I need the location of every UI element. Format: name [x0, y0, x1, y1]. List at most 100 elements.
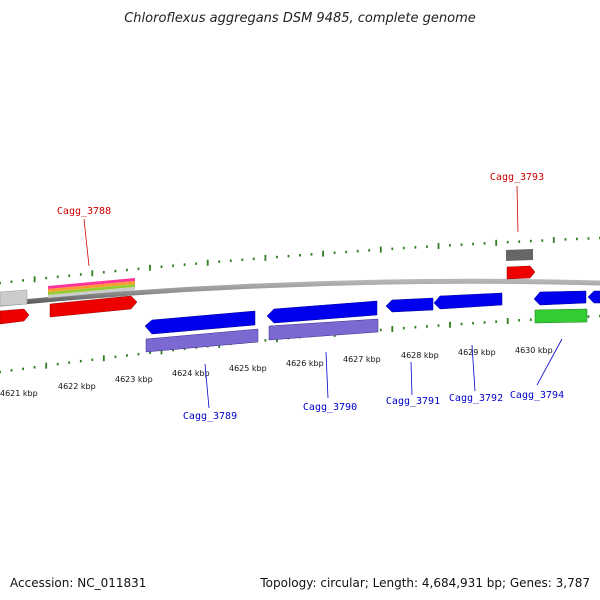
minor-tick [426, 245, 428, 248]
minor-tick [91, 358, 94, 361]
minor-tick [506, 240, 509, 244]
minor-tick [310, 253, 313, 256]
minor-tick [345, 250, 348, 254]
genome-backbone [0, 278, 600, 307]
minor-tick [195, 262, 198, 265]
major-tick [379, 246, 382, 253]
minor-tick [252, 257, 255, 261]
minor-tick [299, 254, 301, 257]
cds-cagg-3789-sub [145, 328, 259, 353]
minor-tick [495, 320, 498, 323]
reverse-strand-features [144, 290, 600, 353]
tick-label: 4623 kbp [115, 375, 153, 384]
tick-label: 4630 kbp [515, 346, 553, 355]
minor-tick [102, 271, 105, 274]
major-tick [91, 270, 94, 277]
tick-label: 4626 kbp [286, 359, 324, 368]
gene-label-cagg-3792[interactable]: Cagg_3792 [449, 393, 503, 404]
major-tick [45, 362, 48, 369]
cds-cagg-3794-blue [533, 290, 587, 306]
tick-label: 4622 kbp [58, 382, 96, 391]
tick-label: 4629 kbp [458, 348, 496, 357]
minor-tick [172, 348, 174, 352]
major-tick [437, 243, 440, 249]
minor-tick [449, 244, 451, 247]
minor-tick [183, 263, 186, 266]
minor-tick [379, 328, 382, 332]
minor-tick [79, 359, 82, 363]
minor-tick [137, 267, 140, 271]
minor-tick [114, 355, 117, 359]
cds-cagg-3792 [433, 292, 503, 310]
minor-tick [414, 246, 417, 249]
tick-label: 4624 kbp [172, 369, 210, 378]
minor-tick [333, 251, 336, 254]
minor-tick [264, 339, 267, 342]
gene-label-cagg-3789[interactable]: Cagg_3789 [183, 411, 237, 422]
minor-tick [472, 242, 474, 246]
major-tick [552, 237, 555, 243]
gene-label-cagg-3790[interactable]: Cagg_3790 [303, 402, 357, 413]
minor-tick [241, 258, 244, 261]
cds-cagg-3788-stack [48, 278, 138, 318]
minor-tick [529, 239, 532, 243]
minor-tick [229, 259, 232, 262]
minor-tick [356, 249, 359, 253]
major-tick [102, 355, 105, 362]
minor-tick [460, 243, 463, 246]
minor-tick [541, 239, 544, 242]
cds-cagg-3790-sub [268, 318, 379, 341]
cds-cagg-3788 [49, 295, 138, 318]
major-tick [449, 321, 451, 328]
gene-labels: Cagg_3788 Cagg_3793 Cagg_3789 Cagg_3790 … [57, 172, 564, 422]
minor-tick [402, 326, 405, 330]
minor-tick [472, 321, 474, 325]
minor-tick [56, 275, 59, 279]
minor-tick [460, 322, 463, 326]
minor-tick [10, 369, 13, 372]
major-tick [149, 264, 151, 271]
minor-tick [114, 269, 117, 273]
major-tick [322, 250, 324, 257]
major-tick [495, 239, 498, 246]
major-tick [206, 259, 209, 266]
minor-tick [172, 264, 174, 267]
major-tick [391, 326, 394, 332]
gene-label-cagg-3788[interactable]: Cagg_3788 [57, 206, 111, 217]
gene-label-cagg-3793[interactable]: Cagg_3793 [490, 172, 544, 183]
gene-label-cagg-3791[interactable]: Cagg_3791 [386, 396, 440, 407]
major-tick [506, 318, 509, 324]
minor-tick [45, 276, 48, 280]
cds-cagg-3789 [144, 310, 256, 335]
minor-tick [126, 354, 128, 357]
gene-label-leaders [83, 185, 563, 409]
major-tick [264, 254, 267, 261]
minor-tick [287, 254, 290, 258]
minor-tick [426, 325, 428, 328]
minor-tick [10, 280, 13, 283]
minor-tick [0, 281, 1, 285]
minor-tick [218, 260, 221, 263]
tick-label: 4628 kbp [401, 351, 439, 360]
minor-tick [529, 318, 532, 321]
cds-forward-left-grey [0, 289, 28, 307]
scale-tick-labels: 4621 kbp 4622 kbp 4623 kbp 4624 kbp 4625… [0, 346, 553, 398]
minor-tick [126, 268, 128, 272]
minor-tick [68, 274, 71, 277]
minor-tick [68, 361, 71, 364]
tick-label: 4627 kbp [343, 355, 381, 364]
cds-cagg-3791 [385, 297, 434, 313]
gene-label-cagg-3794[interactable]: Cagg_3794 [510, 390, 564, 401]
minor-tick [391, 247, 394, 251]
minor-tick [402, 246, 405, 250]
forward-strand-features [0, 249, 536, 325]
minor-tick [414, 326, 417, 329]
minor-tick [183, 347, 186, 351]
minor-tick [483, 321, 486, 324]
minor-tick [587, 237, 590, 240]
cds-forward-left-red [0, 308, 30, 325]
cds-cagg-3790 [266, 300, 378, 324]
minor-tick [518, 319, 521, 322]
minor-tick [149, 351, 151, 354]
cds-cagg-3793 [506, 265, 536, 280]
